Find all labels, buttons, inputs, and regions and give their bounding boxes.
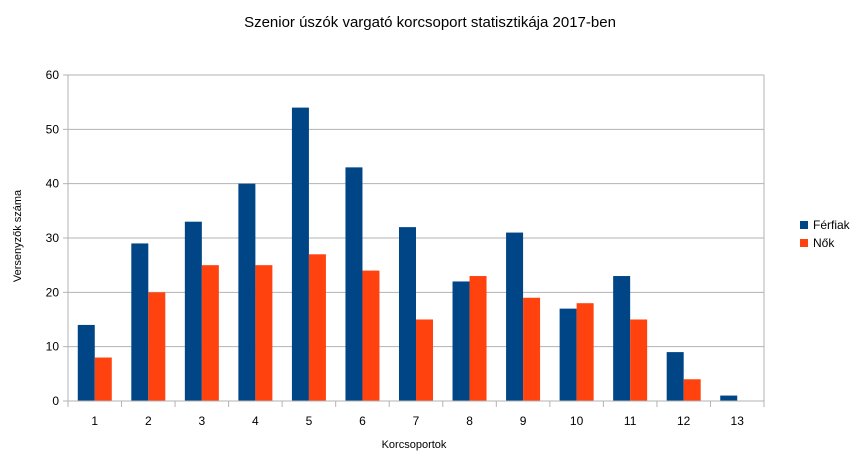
bar-nok-4 xyxy=(255,265,273,401)
legend-swatch-nok xyxy=(800,239,808,247)
y-tick-label: 40 xyxy=(46,177,60,191)
x-tick-label: 6 xyxy=(359,414,366,428)
legend: Férfiak Nők xyxy=(800,218,851,250)
y-tick-label: 20 xyxy=(46,285,60,299)
x-tick-label: 3 xyxy=(199,414,206,428)
bar-nok-12 xyxy=(683,379,701,401)
bar-ferfiak-13 xyxy=(720,395,738,401)
bar-ferfiak-8 xyxy=(452,281,470,401)
bar-ferfiak-11 xyxy=(613,276,631,401)
chart-title: Szenior úszók vargató korcsoport statisz… xyxy=(244,14,616,31)
bar-ferfiak-1 xyxy=(77,324,95,401)
bar-nok-2 xyxy=(148,292,166,401)
y-axis-label: Versenyzők száma xyxy=(12,189,24,282)
x-tick-label: 5 xyxy=(306,414,313,428)
x-tick-label: 11 xyxy=(624,414,637,428)
x-tick-label: 4 xyxy=(252,414,259,428)
x-tick-label: 8 xyxy=(466,414,473,428)
y-tick-labels: 0 10 20 30 40 50 60 xyxy=(46,68,60,408)
bar-ferfiak-10 xyxy=(559,308,577,401)
bar-nok-3 xyxy=(201,265,219,401)
y-tick-label: 0 xyxy=(52,394,59,408)
x-axis-label: Korcsoportok xyxy=(382,439,447,451)
y-tick-label: 60 xyxy=(46,68,60,82)
bar-ferfiak-12 xyxy=(666,352,684,401)
x-tick-labels: 1 2 3 4 5 6 7 8 9 10 11 12 13 xyxy=(91,414,744,428)
bar-group xyxy=(77,107,738,401)
bar-ferfiak-7 xyxy=(399,227,416,401)
x-tick-label: 1 xyxy=(91,414,98,428)
x-tick-label: 13 xyxy=(731,414,745,428)
x-tick-label: 2 xyxy=(145,414,152,428)
legend-label-ferfiak: Férfiak xyxy=(813,218,851,232)
y-tick-label: 30 xyxy=(46,231,60,245)
legend-label-nok: Nők xyxy=(813,236,835,250)
bar-ferfiak-4 xyxy=(238,183,256,401)
bar-nok-9 xyxy=(523,297,541,401)
axes xyxy=(67,75,765,402)
bar-nok-10 xyxy=(576,303,594,401)
legend-swatch-ferfiak xyxy=(800,221,808,229)
bar-nok-5 xyxy=(308,254,326,401)
y-tick-label: 10 xyxy=(46,340,60,354)
x-tick-label: 10 xyxy=(570,414,584,428)
bar-nok-11 xyxy=(630,319,648,401)
x-tick-label: 9 xyxy=(520,414,527,428)
bar-nok-1 xyxy=(94,357,112,401)
bar-nok-6 xyxy=(362,270,380,401)
x-tick-label: 7 xyxy=(413,414,420,428)
bar-ferfiak-3 xyxy=(184,221,202,401)
bar-nok-8 xyxy=(469,276,487,401)
x-tick-label: 12 xyxy=(677,414,691,428)
bar-ferfiak-5 xyxy=(291,107,309,401)
bar-nok-7 xyxy=(416,319,433,401)
bar-ferfiak-9 xyxy=(506,232,524,401)
y-tick-label: 50 xyxy=(46,122,60,136)
bar-ferfiak-6 xyxy=(345,167,363,401)
bar-ferfiak-2 xyxy=(131,243,149,401)
